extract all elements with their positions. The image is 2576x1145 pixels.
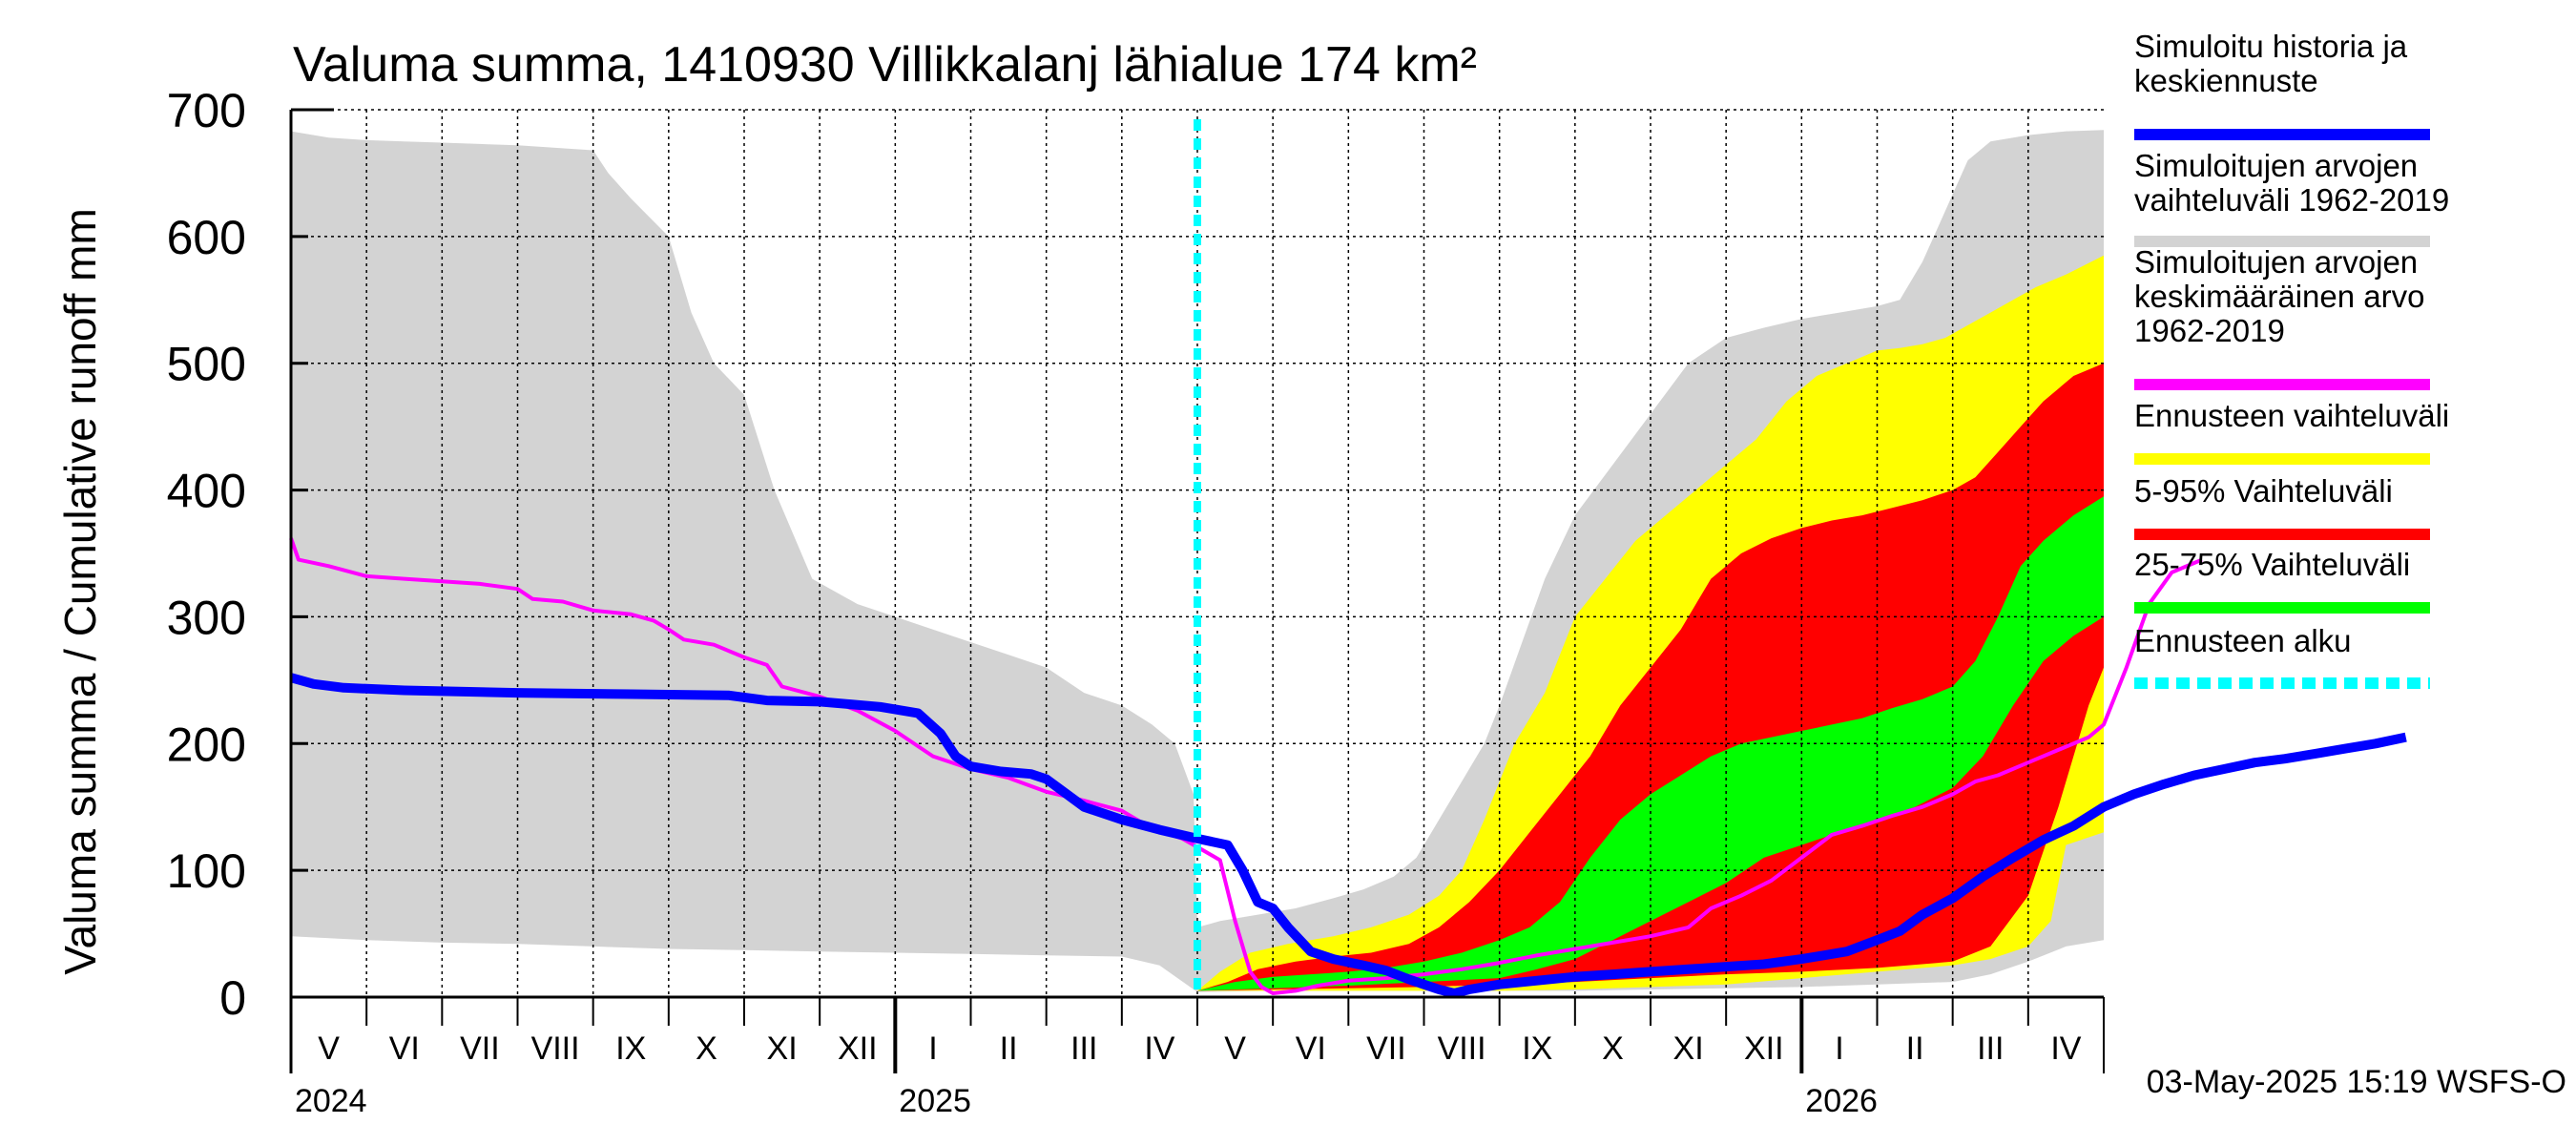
month-label: I xyxy=(928,1030,937,1067)
legend-item-fc_start: Ennusteen alku xyxy=(2134,623,2430,689)
month-label: VI xyxy=(389,1030,420,1067)
month-label: XI xyxy=(1673,1030,1704,1067)
legend-item-p25_75: 25-75% Vaihteluväli xyxy=(2134,547,2430,614)
year-label: 2025 xyxy=(899,1083,971,1119)
month-label: IX xyxy=(1522,1030,1552,1067)
y-tick-label: 300 xyxy=(167,591,246,644)
y-tick-label: 0 xyxy=(219,971,246,1025)
chart-grid xyxy=(291,109,2104,997)
legend-label: keskimääräinen arvo xyxy=(2134,279,2424,314)
legend-label: Ennusteen alku xyxy=(2134,623,2352,658)
month-label: V xyxy=(1224,1030,1246,1067)
legend-label: Simuloitu historia ja xyxy=(2134,29,2408,64)
month-label: IV xyxy=(2050,1030,2081,1067)
y-axis-label: Valuma summa / Cumulative runoff mm xyxy=(55,208,105,975)
month-label: VIII xyxy=(531,1030,580,1067)
legend-label: 25-75% Vaihteluväli xyxy=(2134,547,2410,582)
month-label: XII xyxy=(838,1030,878,1067)
month-label: IV xyxy=(1144,1030,1174,1067)
line-simulated xyxy=(289,673,2407,998)
legend-label: Ennusteen vaihteluväli xyxy=(2134,398,2449,433)
month-label: X xyxy=(696,1030,717,1067)
month-label: V xyxy=(318,1030,340,1067)
legend-item-p5_95: 5-95% Vaihteluväli xyxy=(2134,473,2430,540)
legend-label: Simuloitujen arvojen xyxy=(2134,244,2418,280)
month-label: IX xyxy=(615,1030,646,1067)
y-tick-label: 600 xyxy=(167,211,246,264)
month-label: VII xyxy=(460,1030,500,1067)
y-tick-label: 200 xyxy=(167,718,246,771)
month-label: VI xyxy=(1296,1030,1326,1067)
legend-label: 1962-2019 xyxy=(2134,313,2285,348)
legend-label: keskiennuste xyxy=(2134,63,2318,98)
y-tick-label: 500 xyxy=(167,338,246,391)
year-label: 2024 xyxy=(295,1083,367,1119)
legend-label: vaihteluväli 1962-2019 xyxy=(2134,182,2449,218)
year-label: 2026 xyxy=(1805,1083,1878,1119)
legend-item-fc_range: Ennusteen vaihteluväli xyxy=(2134,398,2449,465)
month-label: XI xyxy=(767,1030,798,1067)
month-label: II xyxy=(1906,1030,1924,1067)
month-label: XII xyxy=(1744,1030,1784,1067)
y-tick-label: 400 xyxy=(167,465,246,518)
month-label: I xyxy=(1835,1030,1843,1067)
line-hist-mean xyxy=(289,537,2203,995)
month-label: III xyxy=(1977,1030,2004,1067)
chart-title: Valuma summa, 1410930 Villikkalanj lähia… xyxy=(293,37,1477,93)
month-label: VIII xyxy=(1438,1030,1486,1067)
y-tick-label: 100 xyxy=(167,844,246,898)
y-tick-label: 700 xyxy=(167,84,246,137)
month-label: X xyxy=(1602,1030,1624,1067)
chart-lines xyxy=(289,119,2407,998)
legend-label: Simuloitujen arvojen xyxy=(2134,148,2418,183)
month-label: VII xyxy=(1366,1030,1406,1067)
timestamp-label: 03-May-2025 15:19 WSFS-O xyxy=(2147,1064,2566,1100)
month-label: II xyxy=(1000,1030,1018,1067)
legend: Simuloitu historia jakeskiennusteSimuloi… xyxy=(2134,29,2449,689)
month-label: III xyxy=(1070,1030,1097,1067)
legend-label: 5-95% Vaihteluväli xyxy=(2134,473,2393,509)
